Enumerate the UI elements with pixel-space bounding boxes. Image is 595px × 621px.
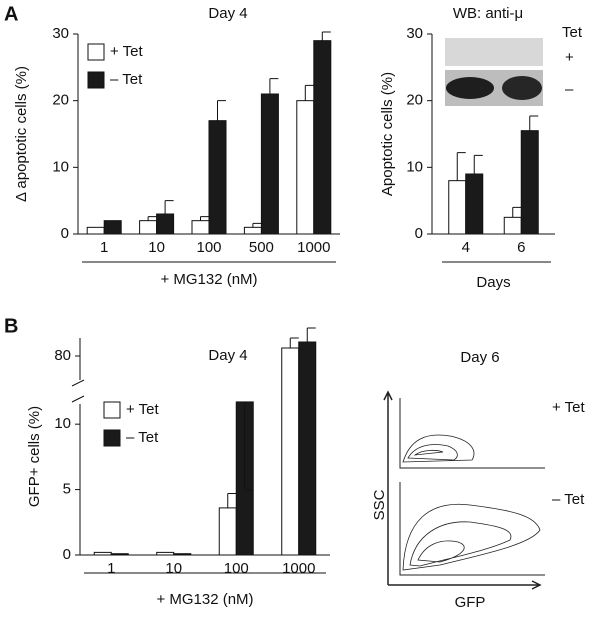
- bar: [298, 341, 317, 556]
- legend-label: + Tet: [126, 401, 159, 418]
- chart-title: Day 4: [208, 5, 247, 22]
- bar: [218, 507, 237, 556]
- flow-plot: Day 6 + Tet – Tet SSC GFP: [371, 349, 586, 611]
- bar: [208, 120, 227, 235]
- legend-swatch: [103, 401, 121, 419]
- blot-row: +: [565, 49, 574, 66]
- legend-label: – Tet: [126, 429, 159, 446]
- flow-title: Day 6: [460, 349, 499, 366]
- flow-contour: [402, 503, 541, 571]
- y-tick-label: 10: [54, 415, 71, 432]
- blot-lane: [445, 38, 543, 66]
- x-axis-label: + MG132 (nM): [156, 591, 253, 608]
- blot-title: WB: anti-μ: [453, 5, 523, 22]
- error-bar: [473, 154, 483, 174]
- y-tick-label: 10: [52, 158, 69, 175]
- bar: [296, 100, 315, 235]
- bar: [260, 93, 279, 235]
- y-tick-label: 80: [54, 347, 71, 364]
- y-axis-label: GFP+ cells (%): [26, 406, 43, 507]
- y-tick-label: 20: [52, 92, 69, 109]
- blot-row: –: [565, 81, 574, 98]
- blot-band: [446, 77, 494, 99]
- y-tick-label: 20: [406, 92, 423, 109]
- x-tick-label: 100: [196, 239, 221, 256]
- error-bar: [304, 84, 314, 101]
- bar: [243, 226, 262, 235]
- legend-swatch: [87, 71, 105, 89]
- chart-title: Day 4: [208, 347, 247, 364]
- y-tick-label: 0: [63, 546, 71, 563]
- error-bar: [227, 493, 237, 508]
- y-axis-label: Apoptotic cells (%): [379, 72, 396, 196]
- bar: [139, 220, 158, 235]
- y-tick-label: 5: [63, 481, 71, 498]
- x-tick-label: 4: [462, 239, 470, 256]
- x-tick-label: 10: [148, 239, 165, 256]
- legend-label: – Tet: [110, 71, 143, 88]
- error-bar: [321, 31, 331, 41]
- flow-panel-label: – Tet: [552, 491, 585, 508]
- x-tick-label: 10: [165, 560, 182, 577]
- y-tick-label: 10: [406, 158, 423, 175]
- error-bar: [289, 337, 299, 348]
- error-bar: [306, 327, 316, 342]
- flow-axes: [383, 390, 542, 590]
- error-bar: [217, 100, 226, 121]
- bar: [465, 173, 484, 235]
- legend-swatch: [103, 429, 121, 447]
- panel-label: B: [4, 315, 18, 337]
- bar: [448, 180, 467, 235]
- bar: [156, 213, 175, 235]
- bar: [281, 347, 300, 556]
- error-bar: [512, 206, 522, 218]
- blot-row-header: Tet: [562, 24, 583, 41]
- error-bar: [164, 200, 174, 214]
- y-tick-label: 0: [415, 225, 423, 242]
- flow-contour: [402, 434, 475, 463]
- error-bar: [529, 115, 539, 131]
- bar: [503, 216, 522, 235]
- y-axis-label: Δ apoptotic cells (%): [13, 66, 30, 202]
- y-tick-label: 0: [61, 225, 69, 242]
- bar: [93, 551, 112, 556]
- bar: [103, 220, 122, 235]
- bar: [156, 551, 175, 556]
- y-tick-label: 30: [52, 25, 69, 42]
- error-bar: [269, 78, 279, 94]
- x-axis-label: + MG132 (nM): [160, 271, 257, 288]
- error-bar: [244, 401, 254, 491]
- panel-label: A: [4, 3, 18, 25]
- error-bar: [147, 216, 157, 221]
- bar: [313, 40, 332, 235]
- error-bar: [200, 216, 209, 221]
- x-tick-label: 1: [100, 239, 108, 256]
- axis-break: [71, 379, 85, 403]
- x-tick-label: 6: [517, 239, 525, 256]
- western-blot: WB: anti-μ Tet + –: [445, 5, 583, 106]
- error-bar: [456, 152, 466, 181]
- bar: [86, 226, 105, 235]
- x-tick-label: 1000: [297, 239, 330, 256]
- flow-y-label: SSC: [371, 489, 388, 520]
- flow-x-label: GFP: [455, 594, 486, 611]
- blot-band: [502, 76, 542, 100]
- y-tick-label: 30: [406, 25, 423, 42]
- x-tick-label: 500: [249, 239, 274, 256]
- legend-swatch: [87, 43, 105, 61]
- bar: [520, 130, 539, 235]
- x-axis-label: Days: [476, 274, 510, 291]
- bar: [110, 553, 129, 556]
- flow-panel-label: + Tet: [552, 399, 585, 416]
- x-tick-label: 1: [107, 560, 115, 577]
- legend-label: + Tet: [110, 43, 143, 60]
- flow-frame: [399, 398, 545, 576]
- error-bar: [252, 222, 262, 228]
- x-tick-label: 100: [224, 560, 249, 577]
- bar: [191, 220, 210, 235]
- bar: [173, 553, 192, 556]
- x-tick-label: 1000: [282, 560, 315, 577]
